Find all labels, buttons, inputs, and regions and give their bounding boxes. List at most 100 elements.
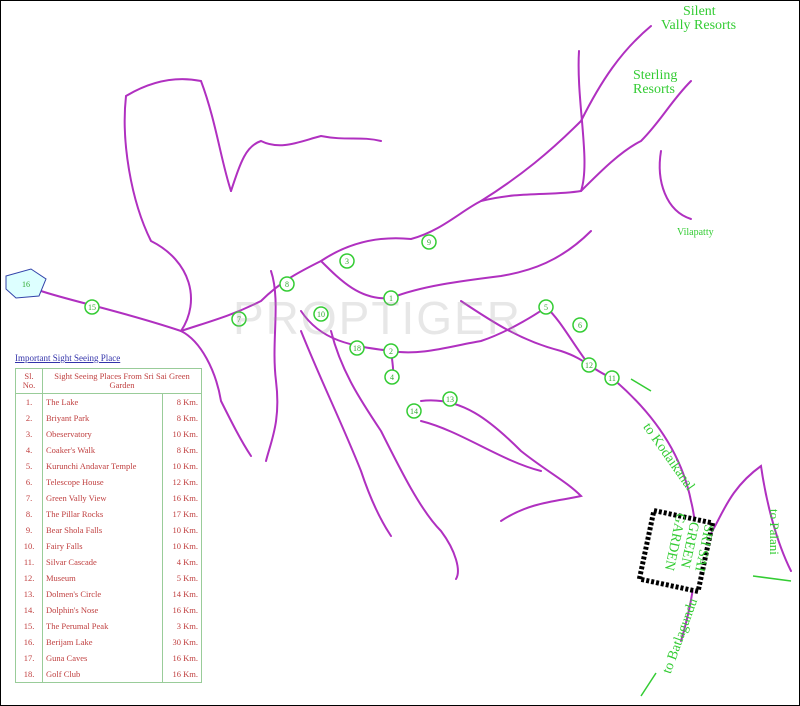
- cell-dist: 5 Km.: [162, 570, 202, 586]
- label-line: Resorts: [633, 82, 675, 97]
- place-marker-15[interactable]: 15: [84, 299, 100, 315]
- table-row: 5. Kurunchi Andavar Temple 10 Km.: [15, 458, 202, 474]
- cell-dist: 17 Km.: [162, 506, 202, 522]
- marker-number: 18: [353, 344, 361, 353]
- place-marker-3[interactable]: 3: [339, 253, 355, 269]
- cell-no: 5.: [15, 458, 43, 474]
- place-marker-13[interactable]: 13: [442, 391, 458, 407]
- cell-no: 15.: [15, 618, 43, 634]
- cell-place: Kurunchi Andavar Temple: [42, 458, 163, 474]
- table-row: 16. Berijam Lake 30 Km.: [15, 634, 202, 650]
- cell-dist: 16 Km.: [162, 602, 202, 618]
- cell-no: 9.: [15, 522, 43, 538]
- cell-place: Berijam Lake: [42, 634, 163, 650]
- place-marker-8[interactable]: 8: [279, 276, 295, 292]
- table-row: 13. Dolmen's Circle 14 Km.: [15, 586, 202, 602]
- place-marker-9[interactable]: 9: [421, 234, 437, 250]
- marker-number: 3: [345, 257, 349, 266]
- place-marker-2[interactable]: 2: [383, 343, 399, 359]
- marker-circle: [231, 311, 247, 327]
- lake-16: [5, 268, 47, 299]
- cell-place: Dolphin's Nose: [42, 602, 163, 618]
- marker-number: 12: [585, 361, 593, 370]
- place-marker-12[interactable]: 12: [581, 357, 597, 373]
- cell-no: 13.: [15, 586, 43, 602]
- table-title: Important Sight Seeing Place: [15, 353, 121, 363]
- label-line: Silent: [683, 4, 716, 19]
- cell-dist: 30 Km.: [162, 634, 202, 650]
- cell-dist: 12 Km.: [162, 474, 202, 490]
- header-place: Sight Seeing Places From Sri Sai Green G…: [42, 368, 202, 394]
- cell-dist: 8 Km.: [162, 410, 202, 426]
- cell-no: 14.: [15, 602, 43, 618]
- road: [180, 330, 252, 457]
- cell-dist: 14 Km.: [162, 586, 202, 602]
- marker-circle: [581, 357, 597, 373]
- cell-no: 17.: [15, 650, 43, 666]
- marker-number: 4: [390, 373, 394, 382]
- cell-place: Green Vally View: [42, 490, 163, 506]
- place-marker-4[interactable]: 4: [384, 369, 400, 385]
- cell-dist: 16 Km.: [162, 490, 202, 506]
- marker-circle: [604, 370, 620, 386]
- road: [658, 150, 692, 220]
- table-row: 8. The Pillar Rocks 17 Km.: [15, 506, 202, 522]
- table-row: 4. Coaker's Walk 8 Km.: [15, 442, 202, 458]
- place-marker-1[interactable]: 1: [383, 290, 399, 306]
- table-row: 15. The Perumal Peak 3 Km.: [15, 618, 202, 634]
- marker-number: 9: [427, 238, 431, 247]
- cell-place: Silvar Cascade: [42, 554, 163, 570]
- place-marker-5[interactable]: 5: [538, 299, 554, 315]
- cell-place: The Perumal Peak: [42, 618, 163, 634]
- cell-no: 6.: [15, 474, 43, 490]
- road: [180, 50, 586, 332]
- place-marker-11[interactable]: 11: [604, 370, 620, 386]
- marker-number: 7: [237, 315, 241, 324]
- route-line-kodaikanal: [630, 378, 652, 392]
- marker-circle: [383, 290, 399, 306]
- cell-dist: 10 Km.: [162, 522, 202, 538]
- road: [300, 306, 547, 354]
- sight-seeing-table: Sl. No. Sight Seeing Places From Sri Sai…: [15, 368, 202, 683]
- place-marker-10[interactable]: 10: [313, 306, 329, 322]
- marker-circle: [313, 306, 329, 322]
- road: [300, 330, 392, 537]
- place-marker-6[interactable]: 6: [572, 317, 588, 333]
- cell-no: 3.: [15, 426, 43, 442]
- header-no: Sl. No.: [15, 368, 43, 394]
- marker-circle: [572, 317, 588, 333]
- table-row: 7. Green Vally View 16 Km.: [15, 490, 202, 506]
- place-marker-18[interactable]: 18: [349, 340, 365, 356]
- place-marker-7[interactable]: 7: [231, 311, 247, 327]
- label-sterling: Sterling Resorts: [633, 69, 677, 97]
- cell-no: 11.: [15, 554, 43, 570]
- cell-dist: 3 Km.: [162, 618, 202, 634]
- marker-circle: [421, 234, 437, 250]
- cell-no: 8.: [15, 506, 43, 522]
- marker-number: 10: [317, 310, 325, 319]
- road: [705, 464, 792, 572]
- marker-number: 2: [389, 347, 393, 356]
- label-line: Sterling: [633, 68, 678, 83]
- cell-place: The Lake: [42, 393, 163, 410]
- place-marker-14[interactable]: 14: [406, 403, 422, 419]
- cell-place: Telescope House: [42, 474, 163, 490]
- cell-place: Briyant Park: [42, 410, 163, 426]
- label-to-palani: to Palani: [767, 509, 782, 555]
- marker-circle: [84, 299, 100, 315]
- marker-circle: [442, 391, 458, 407]
- cell-dist: 10 Km.: [162, 538, 202, 554]
- marker-circle: [383, 343, 399, 359]
- road: [230, 134, 382, 192]
- cell-no: 10.: [15, 538, 43, 554]
- cell-place: Obeservatory: [42, 426, 163, 442]
- label-line: Vally Resorts: [661, 18, 737, 33]
- marker-circle: [339, 253, 355, 269]
- marker-number: 6: [578, 321, 582, 330]
- cell-dist: 8 Km.: [162, 393, 202, 410]
- label-silent-valley: Silent Vally Resorts: [661, 4, 736, 33]
- place-marker-16[interactable]: 16: [22, 280, 30, 289]
- marker-circle: [349, 340, 365, 356]
- cell-no: 1.: [15, 393, 43, 410]
- cell-place: Guna Caves: [42, 650, 163, 666]
